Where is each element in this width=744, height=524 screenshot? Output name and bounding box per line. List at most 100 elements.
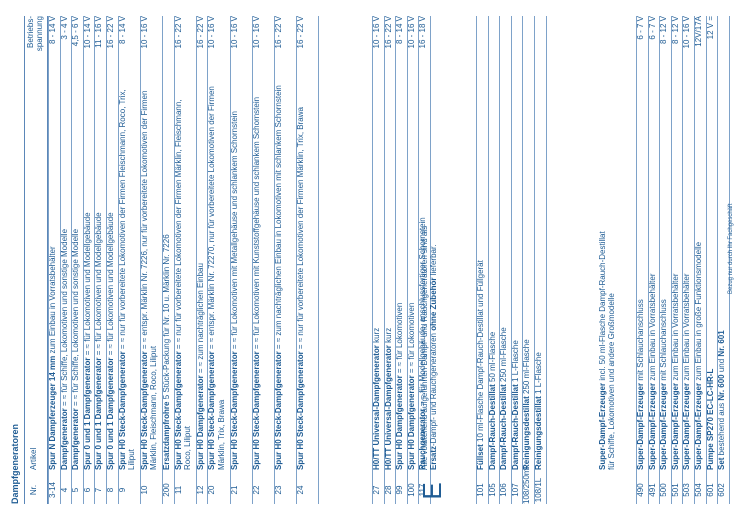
row-artikel: Reinigungsdestillat 1 L-Flasche — [534, 78, 546, 476]
row-artikel-text: 250 ml-Flasche — [522, 339, 532, 397]
row-artikel-text: zum Einbau in Vorratsbehälter — [682, 273, 692, 383]
row-artikel-text: mit Schlauchanschluss — [636, 299, 645, 383]
row-spannung: 8 - 14 V — [48, 16, 57, 45]
row-artikel: Spur 0 und 1 Dampfgenerator = ≈ für Loko… — [106, 78, 118, 476]
row-artikel-text: 50 ml-Flasche — [487, 331, 497, 385]
row-artikel-text: zum Einbau in große Funktionsmodelle — [694, 241, 703, 383]
row-nr: 4 — [59, 487, 69, 493]
row-nr: 12 — [195, 485, 205, 495]
row-artikel: Dampf-Rauch-Destillat 1 L-Flasche — [511, 78, 523, 476]
row-nr: 602 — [717, 483, 727, 497]
row-spannung: 10 - 16 V — [372, 16, 381, 49]
row-artikel-text: 1 L-Flasche — [510, 340, 520, 385]
row-artikel: Spur N Dampferzeuger 14 mm zum Einbau in… — [48, 78, 60, 476]
row-artikel-text: = ≈ für Lokomotiven und Modellgebäude — [82, 212, 92, 358]
row-spannung: 10 - 16 V — [682, 16, 692, 49]
row-artikel-bold: Spur H0 Steck-Dampfgenerator — [251, 351, 261, 470]
row-artikel-text: = ≈ nur für vorbereitete Lokomotiven der… — [296, 107, 306, 352]
row-artikel: Ersatzdampfrohre 5 Stück-Packung für Nr.… — [162, 78, 174, 476]
row-artikel: Spur H0 Steck-Dampfgenerator = ≈ entspr.… — [140, 78, 162, 476]
row-spannung: 12V/17A — [694, 16, 703, 47]
row-artikel: Spur H0 Steck-Dampfgenerator = ≈ nur für… — [118, 78, 140, 476]
row-artikel-bold: Spur 0 und 1 Dampfgenerator — [82, 357, 92, 470]
row-spannung: 10 - 14 V — [82, 16, 92, 49]
row-spannung: 11 - 16 V — [94, 16, 104, 48]
row-artikel: Super-Dampf-Erzeuger zum Einbau in große… — [694, 78, 706, 476]
row-nr: 7 — [94, 487, 104, 493]
row-artikel: Spur H0 Steck-Dampfgenerator = ≈ nur für… — [296, 78, 318, 476]
ersatz-note-bold-b: ohne Zubehör — [429, 277, 439, 331]
row-artikel-bold: Super-Dampf-Erzeuger — [659, 382, 669, 470]
row-spannung: 8 - 12 V — [659, 16, 669, 45]
row-spannung: 6 - 7 V — [647, 16, 657, 40]
row-nr: 8 — [106, 487, 115, 493]
row-spannung: 10 - 16 V — [406, 16, 416, 49]
footer-note: Bezug nur durch Ihr Fachgeschäft — [728, 203, 734, 294]
row-artikel: Dampfgenerator = ≈ für Schiffe, Lokomoti… — [71, 78, 83, 476]
row-nr: 503 — [682, 483, 692, 497]
row-spannung — [162, 16, 174, 78]
row-artikel-bold: Pumpe SP270 EC-LC-HR-L — [705, 368, 715, 470]
table-row: 10 Spur H0 Steck-Dampfgenerator = ≈ entsp… — [139, 16, 163, 504]
row-artikel-bold: Set — [717, 457, 727, 470]
row-artikel-bold3: Nr. 601 — [717, 330, 727, 357]
row-nr: 106 — [499, 483, 509, 497]
row-artikel: Spur H0 Steck-Dampfgenerator = ≈ für Lok… — [252, 78, 274, 476]
row-artikel-text: 5 Stück-Packung für Nr. 10 u. Märklin Nr… — [162, 234, 171, 402]
row-artikel-bold: Dampf-Rauch-Destillat — [510, 384, 520, 470]
row-artikel-bold: Spur H0 Dampfgenerator — [195, 375, 205, 470]
row-spannung: 10 - 16 V — [139, 16, 149, 49]
row-artikel-text: = ≈ für Schiffe, Lokomotiven und sonstig… — [59, 228, 69, 409]
ersatz-e-icon: E — [417, 482, 447, 500]
row-artikel-text: 250 ml-Flasche — [499, 327, 509, 385]
row-spannung: 16 - 22 V — [274, 16, 283, 49]
row-spannung: 16 - 22 V — [173, 16, 183, 49]
row-spannung: 10 - 16 V — [229, 16, 239, 49]
row-nr: 27 — [372, 485, 381, 495]
row-artikel-bold: Super-Dampf-Erzeuger — [647, 382, 657, 470]
row-artikel-text2: und — [717, 356, 727, 375]
row-artikel-text: 1 L-Flasche — [534, 352, 543, 397]
row-spannung — [499, 16, 511, 78]
row-nr: 500 — [659, 483, 669, 497]
row-artikel-bold: Super-Dampf-Erzeuger — [694, 382, 703, 470]
row-artikel-bold: Spur H0 Steck-Dampfgenerator — [173, 351, 183, 470]
row-spannung: 12 V = — [705, 16, 715, 40]
super-note-line1: Super-Dampf-Erzeuger incl. 50 ml-Flasche… — [598, 70, 607, 470]
ersatz-note-line2: Ersatz-Dampf- und Rauchgeneratoren ohne … — [429, 90, 438, 470]
row-artikel: Super-Dampf-Erzeuger zum Einbau in Vorra… — [682, 78, 694, 476]
row-nr: 23 — [274, 485, 283, 495]
ersatz-note-bold-a: Ersatz — [429, 445, 439, 470]
row-artikel-bold: Super-Dampf-Erzeuger — [670, 382, 680, 470]
row-nr: 101 — [476, 483, 485, 497]
row-artikel: Spur H0 Steck-Dampfgenerator = ≈ entspr.… — [207, 78, 229, 476]
row-nr: 3-14 — [48, 482, 57, 499]
table-header: Nr. Artikel Betriebs- spannung — [24, 16, 48, 504]
row-nr: 200 — [162, 483, 171, 497]
row-artikel-bold2: Nr. 600 — [717, 374, 727, 401]
super-note-text1: incl. 50 ml-Flasche Dampf-Rauch-Destilla… — [598, 231, 607, 383]
row-artikel-bold: Spur H0 Steck-Dampfgenerator — [296, 351, 306, 470]
row-artikel: Dampfgenerator = ≈ für Schiffe, Lokomoti… — [60, 78, 72, 476]
row-spannung: 4,5 - 6 V — [71, 16, 81, 47]
row-spannung: 16 - 22 V — [296, 16, 306, 49]
row-nr: 24 — [296, 485, 306, 495]
row-artikel: Spur H0 Dampfgenerator = ≈ für Lokomotiv… — [395, 78, 407, 476]
row-spannung: 10 - 16 V — [251, 16, 261, 49]
row-spannung: 8 - 14 V — [117, 16, 127, 45]
row-artikel: Super-Dampf-Erzeuger mit Schlauchanschlu… — [659, 78, 671, 476]
row-artikel-bold: Spur H0 Steck-Dampfgenerator — [139, 351, 149, 470]
row-nr: 491 — [647, 483, 657, 497]
row-artikel-bold: Spur H0 Steck-Dampfgenerator — [229, 351, 239, 470]
row-spannung: 16 - 22 V — [106, 16, 115, 49]
row-artikel-text: 10 ml-Flasche Dampf-Rauch-Destillat und … — [476, 260, 485, 445]
row-artikel: Dampf-Rauch-Destillat 250 ml-Flasche — [499, 78, 511, 476]
row-artikel: Super-Dampf-Erzeuger zum Einbau in Vorra… — [648, 78, 660, 476]
row-artikel: Füllset 10 ml-Flasche Dampf-Rauch-Destil… — [476, 78, 488, 476]
table-row: 20 Spur H0 Steck-Dampfgenerator = ≈ entsp… — [207, 16, 231, 504]
row-spannung: 8 - 14 V — [395, 16, 405, 45]
row-artikel-bold: Dampf-Rauch-Destillat — [487, 384, 497, 470]
row-nr: 501 — [670, 483, 680, 497]
row-artikel-text: bestehend aus — [717, 400, 727, 458]
row-nr: 21 — [229, 485, 239, 495]
